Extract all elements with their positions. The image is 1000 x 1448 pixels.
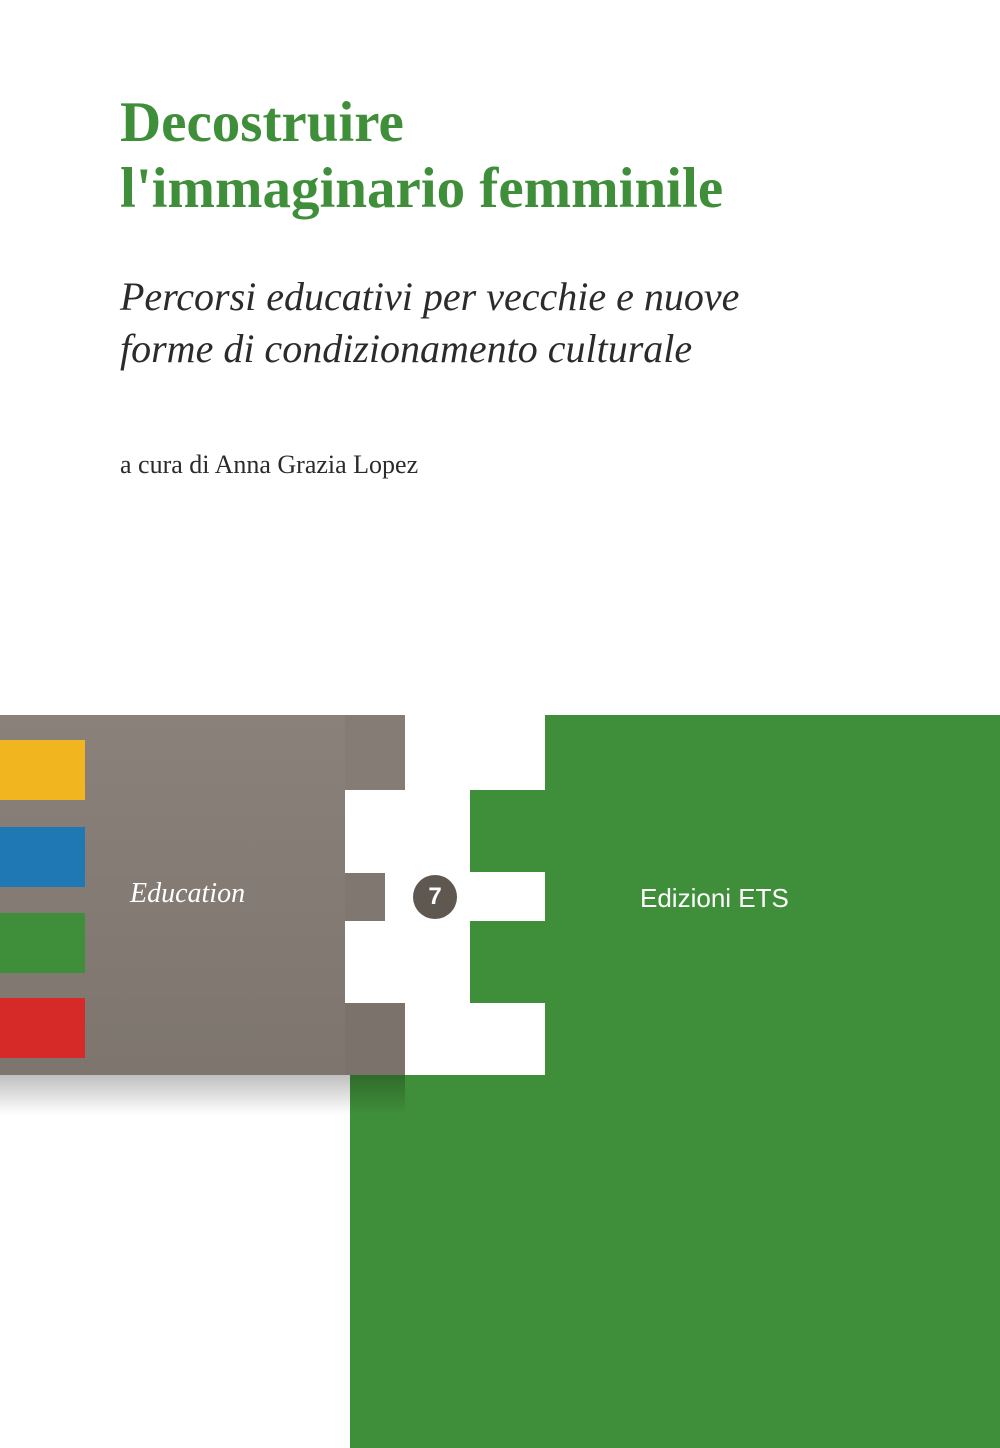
green-main-panel [545,715,1000,1448]
book-title: Decostruire l'immaginario femminile [120,90,900,221]
color-tab-0 [0,740,85,800]
color-tab-2 [0,913,85,973]
green-notch-bottom [470,921,545,1003]
green-e-shape [350,715,1000,1448]
cover-graphic: Education 7 Edizioni ETS [0,715,1000,1448]
green-lower-arm [350,1075,545,1448]
color-tab-3 [0,998,85,1058]
gray-notch-mid [345,873,385,921]
volume-number-badge: 7 [413,875,457,919]
gray-shadow [0,1075,405,1125]
header-text-block: Decostruire l'immaginario femminile Perc… [0,0,1000,480]
editor-credit: a cura di Anna Grazia Lopez [120,450,900,480]
volume-number: 7 [428,883,441,911]
green-notch-top [470,790,545,872]
title-line-2: l'immaginario femminile [120,156,900,222]
color-tab-1 [0,827,85,887]
title-line-1: Decostruire [120,90,900,156]
book-subtitle: Percorsi educativi per vecchie e nuove f… [120,271,900,375]
subtitle-line-1: Percorsi educativi per vecchie e nuove [120,271,900,323]
gray-notch-top [345,715,405,790]
publisher-name: Edizioni ETS [640,883,789,914]
subtitle-line-2: forme di condizionamento culturale [120,323,900,375]
series-label: Education [130,878,245,910]
gray-notch-bottom [345,1003,405,1075]
